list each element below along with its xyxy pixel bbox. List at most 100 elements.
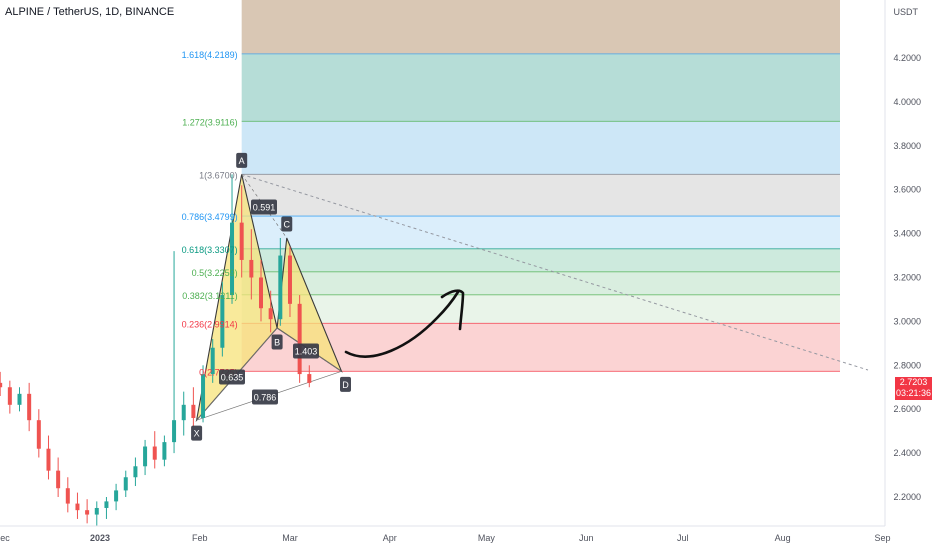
fib-label-0.382: 0.382(3.1211) [182,291,237,301]
ratio-label-2-text: 1.403 [295,347,318,357]
candle-body [143,446,148,467]
candle-body [230,222,235,296]
candle [36,409,41,458]
candle-body [36,420,41,449]
fib-zone-0.786 [241,174,840,217]
fib-label-0.236: 0.236(2.9914) [182,319,238,329]
symbol-exchange: BINANCE [125,6,175,18]
fib-retracement-zones [241,0,840,372]
candle-body [46,448,51,471]
candle [152,431,157,469]
candle [94,501,99,526]
point-label-a-text: A [239,156,245,166]
candle [56,457,61,497]
candle [287,246,292,318]
point-label-c-bg [281,216,293,232]
point-label-a: A [236,152,248,168]
candle-body [287,255,292,304]
candle-body [7,387,12,405]
candle-body [239,222,244,260]
candle [249,229,254,300]
candle-body [0,382,3,388]
last-price-value: 2.7203 [899,377,928,387]
candle [143,439,148,476]
ratio-label-3: 0.786 [252,389,278,405]
time-tick-label: May [478,533,496,543]
time-tick-label: Mar [282,533,298,543]
candle-body [210,347,215,375]
ratio-label-1: 0.635 [219,369,245,385]
last-price-countdown: 03:21:36 [895,388,932,398]
ratio-label-0-bg [251,199,277,215]
candle [7,380,12,414]
fib-zone-0.382 [241,271,840,295]
candle-body [172,420,177,443]
ratio-label-3-text: 0.786 [254,393,277,403]
ratio-label-2: 1.403 [293,343,319,359]
price-tick-label: 3.8000 [893,141,921,151]
price-tick-label: 3.4000 [893,229,921,239]
candle-series [0,174,312,526]
last-price-tag: 2.7203 03:21:36 [895,377,932,400]
candle-body [56,470,61,489]
price-tick-label: 2.2000 [893,492,921,502]
candle-body [27,393,32,421]
fib-label-1.618: 1.618(4.2189) [182,50,238,60]
point-label-b-text: B [274,337,280,347]
candle [230,174,235,304]
candle-body [181,404,186,421]
fib-label-1: 1(3.6700) [199,170,238,180]
candle [268,290,273,333]
candle-body [162,442,167,460]
candle [297,295,302,383]
candle [17,387,22,412]
ratio-label-1-text: 0.635 [221,373,244,383]
candle-body [191,404,196,418]
time-tick-label: Feb [192,533,208,543]
candle-body [123,477,128,491]
candle-body [94,507,99,515]
pattern-line-ac [241,174,288,239]
arrow-curve [344,290,460,358]
point-label-x-text: X [194,429,200,439]
price-tick-label: 2.4000 [893,448,921,458]
point-label-c: C [281,216,293,232]
pattern-labels: X A B C D 0.591 0.635 1.403 0.786 [191,152,351,441]
price-tick-label: 4.2000 [893,53,921,63]
axis-currency[interactable]: USDT [893,7,919,17]
time-tick-label: Apr [383,533,397,543]
candle-body [114,490,119,502]
candle-body [278,255,283,320]
point-label-d-text: D [342,380,349,390]
fib-zone-0.618 [241,216,840,249]
candle [220,281,225,357]
price-tick-label: 3.0000 [893,316,921,326]
candle-body [152,446,157,460]
candle-body [307,374,312,383]
ratio-label-1-bg [219,369,245,385]
candle [27,382,32,432]
candle [172,251,177,454]
point-label-x-bg [191,425,203,441]
candle [46,435,51,480]
candle [201,365,206,423]
ratio-label-2-bg [293,343,319,359]
time-tick-label: ec [0,533,10,543]
candle-body [297,303,302,375]
time-tick-label: Jun [579,533,594,543]
time-tick-label: Aug [775,533,791,543]
candle-body [104,501,109,508]
point-label-b: B [271,334,283,350]
candle-body [85,510,90,515]
candle [191,387,196,427]
candle [210,338,215,383]
ratio-label-0: 0.591 [251,199,277,215]
symbol-header[interactable]: ALPINE / TetherUS, 1D, BINANCE [5,6,175,18]
fib-label-0.786: 0.786(3.4799) [182,212,238,222]
candle-body [268,308,273,320]
candle-body [201,374,206,418]
candle [307,365,312,388]
price-tick-label: 3.2000 [893,273,921,283]
